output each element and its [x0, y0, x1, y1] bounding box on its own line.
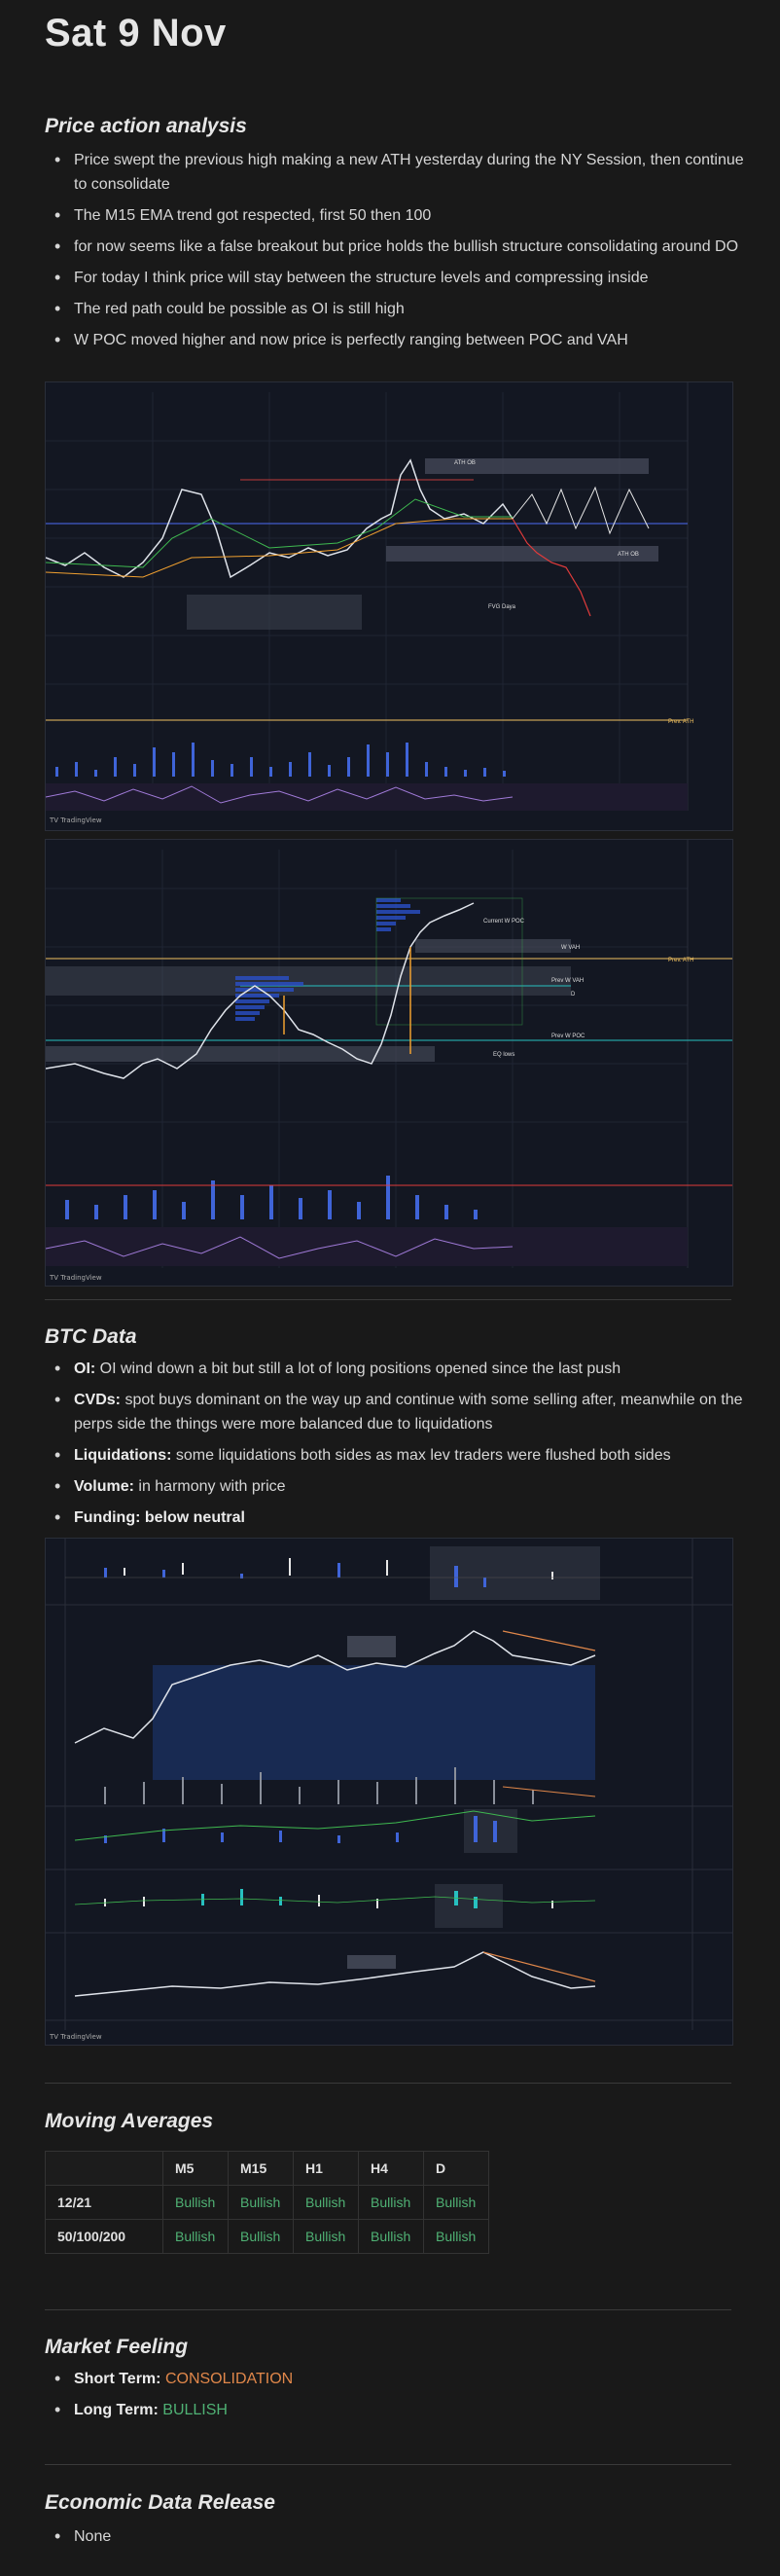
- svg-text:TV TradingView: TV TradingView: [49, 2033, 102, 2041]
- list-item: OI: OI wind down a bit but still a lot o…: [54, 1357, 755, 1381]
- btc-data-list: OI: OI wind down a bit but still a lot o…: [45, 1357, 755, 1537]
- row-label: 50/100/200: [45, 2219, 163, 2254]
- btc-oi-text: OI wind down a bit but still a lot of lo…: [95, 1361, 621, 1377]
- list-item: Volume: in harmony with price: [54, 1474, 755, 1499]
- table-cell: Bullish: [162, 2185, 229, 2220]
- market-feeling-list: Short Term: CONSOLIDATION Long Term: BUL…: [45, 2367, 755, 2429]
- table-cell: Bullish: [423, 2185, 489, 2220]
- long-term-label: Long Term:: [74, 2402, 159, 2418]
- table-cell: Bullish: [423, 2219, 489, 2254]
- moving-averages-table: M5 M15 H1 H4 D 12/21 Bullish Bullish Bul…: [45, 2151, 489, 2254]
- page-title: Sat 9 Nov: [45, 12, 227, 54]
- list-item: Long Term: BULLISH: [54, 2398, 755, 2422]
- market-feeling-heading: Market Feeling: [45, 2336, 189, 2358]
- btc-volume-text: in harmony with price: [133, 1478, 286, 1495]
- price-action-heading: Price action analysis: [45, 115, 247, 137]
- price-action-list: Price swept the previous high making a n…: [45, 148, 755, 359]
- table-cell: Bullish: [228, 2219, 294, 2254]
- svg-text:Prev W POC: Prev W POC: [551, 1034, 585, 1039]
- svg-text:FVG Daya: FVG Daya: [488, 604, 516, 610]
- economic-data-heading: Economic Data Release: [45, 2491, 275, 2514]
- table-cell: Bullish: [293, 2219, 359, 2254]
- btc-oi-label: OI:: [74, 1361, 96, 1377]
- economic-data-list: None: [45, 2524, 755, 2556]
- list-item: None: [54, 2524, 755, 2549]
- list-item: The red path could be possible as OI is …: [54, 297, 755, 321]
- chart-screenshot-2: Current W POC W VAH Prev. ATH Prev W VAH…: [45, 839, 733, 1287]
- btc-cvds-label: CVDs:: [74, 1392, 122, 1408]
- svg-text:Current W POC: Current W POC: [483, 919, 525, 925]
- chart-screenshot-3: TV TradingView: [45, 1538, 733, 2046]
- list-item: Short Term: CONSOLIDATION: [54, 2367, 755, 2391]
- svg-text:D: D: [571, 992, 576, 998]
- table-cell: Bullish: [293, 2185, 359, 2220]
- svg-text:Prev. ATH: Prev. ATH: [668, 719, 693, 725]
- column-header: M5: [162, 2151, 229, 2186]
- column-header: [45, 2151, 163, 2186]
- moving-averages-heading: Moving Averages: [45, 2110, 214, 2132]
- svg-text:Prev. ATH: Prev. ATH: [668, 958, 693, 963]
- table-cell: Bullish: [162, 2219, 229, 2254]
- long-term-value: BULLISH: [162, 2402, 228, 2418]
- list-item: for now seems like a false breakout but …: [54, 235, 755, 259]
- svg-text:ATH OB: ATH OB: [454, 460, 476, 466]
- list-item: Price swept the previous high making a n…: [54, 148, 755, 197]
- table-cell: Bullish: [228, 2185, 294, 2220]
- list-item: CVDs: spot buys dominant on the way up a…: [54, 1388, 755, 1436]
- list-item: For today I think price will stay betwee…: [54, 266, 755, 290]
- svg-text:W VAH: W VAH: [561, 945, 580, 951]
- btc-liquidations-text: some liquidations both sides as max lev …: [171, 1447, 671, 1464]
- svg-text:TV TradingView: TV TradingView: [49, 1274, 102, 1282]
- chart-2-image: Current W POC W VAH Prev. ATH Prev W VAH…: [46, 840, 732, 1286]
- list-item: Liquidations: some liquidations both sid…: [54, 1443, 755, 1468]
- btc-volume-label: Volume:: [74, 1478, 134, 1495]
- column-header: D: [423, 2151, 489, 2186]
- short-term-label: Short Term:: [74, 2371, 161, 2387]
- list-item: W POC moved higher and now price is perf…: [54, 328, 755, 352]
- svg-text:Prev W VAH: Prev W VAH: [551, 978, 584, 984]
- chart-1-image: ATH OB ATH OB FVG Daya Prev. ATH TV Trad…: [46, 382, 732, 830]
- list-item: The M15 EMA trend got respected, first 5…: [54, 203, 755, 228]
- svg-text:EQ lows: EQ lows: [493, 1052, 514, 1058]
- row-label: 12/21: [45, 2185, 163, 2220]
- btc-funding-label: Funding: below neutral: [74, 1509, 245, 1526]
- table-cell: Bullish: [358, 2219, 424, 2254]
- column-header: H4: [358, 2151, 424, 2186]
- table-header-row: M5 M15 H1 H4 D: [45, 2151, 489, 2186]
- table-row: 50/100/200 Bullish Bullish Bullish Bulli…: [45, 2219, 489, 2254]
- svg-text:ATH OB: ATH OB: [618, 552, 639, 558]
- btc-data-heading: BTC Data: [45, 1325, 137, 1348]
- table-row: 12/21 Bullish Bullish Bullish Bullish Bu…: [45, 2185, 489, 2220]
- column-header: H1: [293, 2151, 359, 2186]
- btc-liquidations-label: Liquidations:: [74, 1447, 172, 1464]
- list-item: Funding: below neutral: [54, 1506, 755, 1530]
- chart-screenshot-1: ATH OB ATH OB FVG Daya Prev. ATH TV Trad…: [45, 381, 733, 831]
- column-header: M15: [228, 2151, 294, 2186]
- chart-3-image: TV TradingView: [46, 1539, 732, 2045]
- svg-text:TV TradingView: TV TradingView: [49, 816, 102, 824]
- btc-cvds-text: spot buys dominant on the way up and con…: [74, 1392, 743, 1433]
- table-cell: Bullish: [358, 2185, 424, 2220]
- short-term-value: CONSOLIDATION: [164, 2371, 294, 2387]
